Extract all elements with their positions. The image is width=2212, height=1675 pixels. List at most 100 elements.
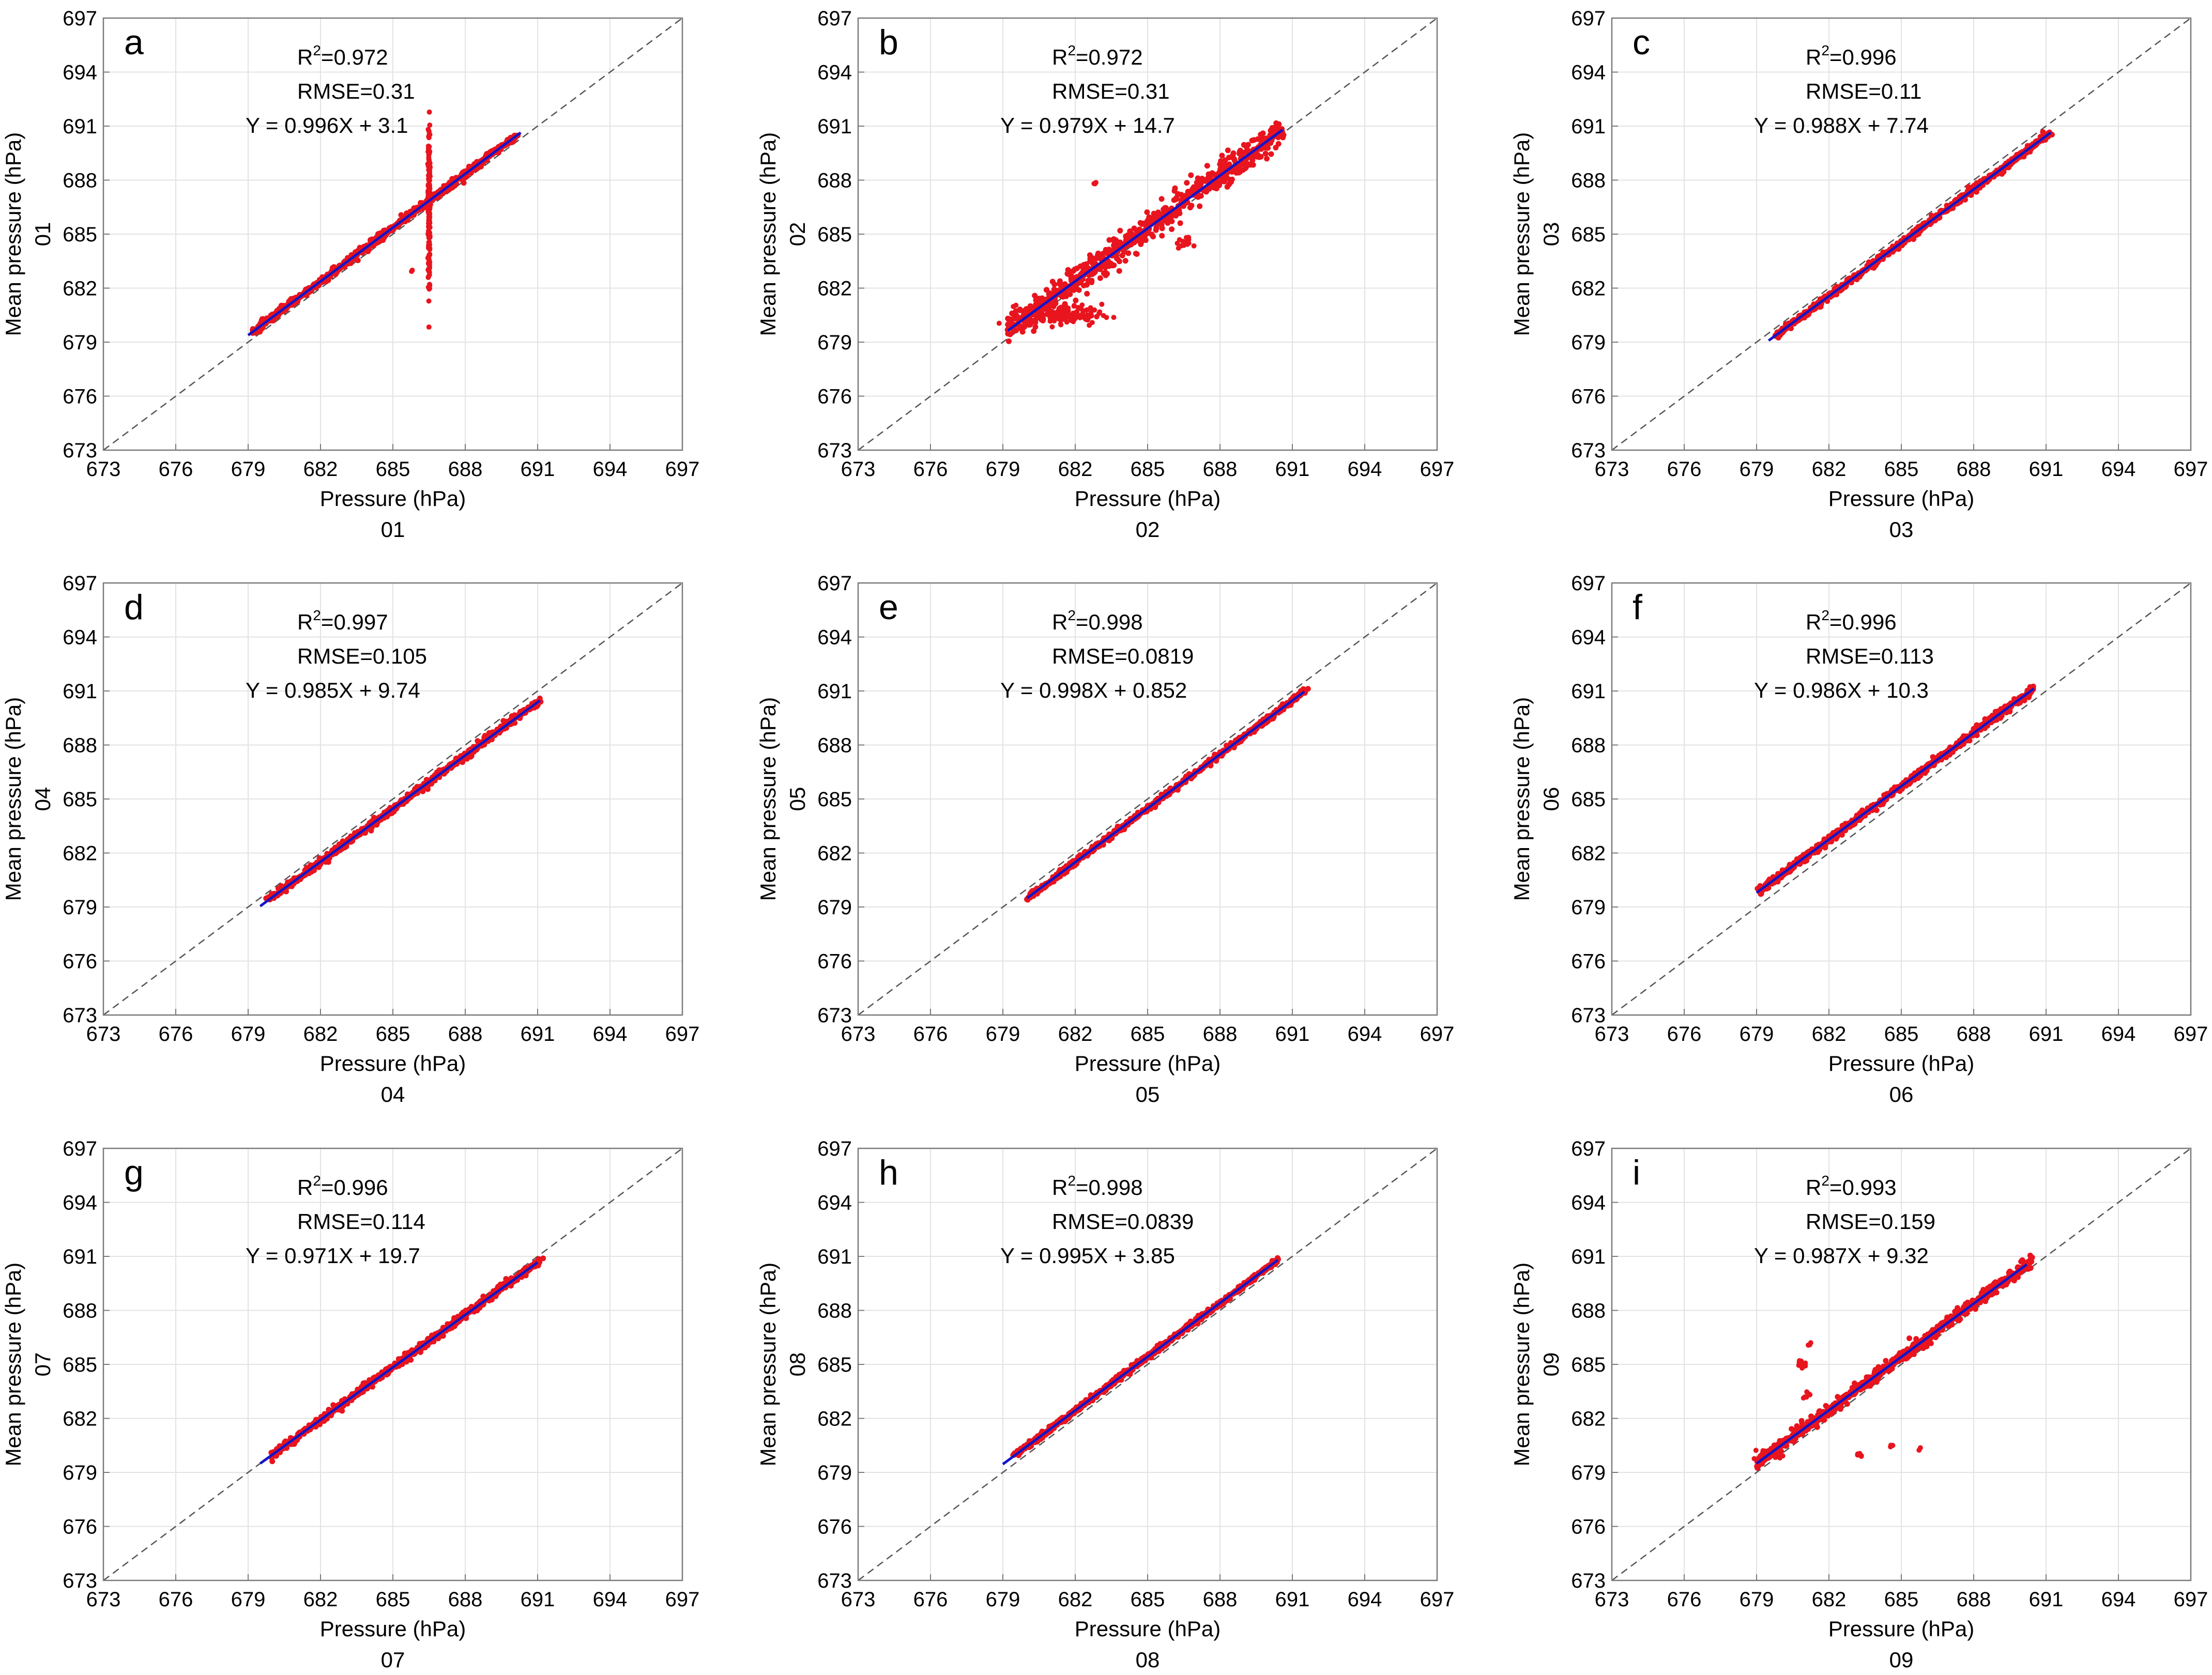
x-tick-label: 697	[2174, 1023, 2208, 1046]
y-axis-label: Mean pressure (hPa)	[756, 132, 780, 336]
scatter-point	[1049, 324, 1055, 330]
y-tick-label: 676	[817, 950, 852, 973]
identity-line	[1611, 582, 2191, 1016]
x-tick-label: 697	[1420, 1023, 1455, 1046]
scatter-point	[426, 144, 432, 149]
x-tick-label: 676	[913, 1023, 948, 1046]
equation-text: Y = 0.988X + 7.74	[1754, 113, 1929, 137]
y-tick-label: 688	[63, 170, 97, 192]
scatter-point	[1046, 312, 1052, 317]
rmse-text: RMSE=0.31	[297, 79, 415, 103]
y-axis-label: Mean pressure (hPa)	[1509, 132, 1534, 336]
x-tick-label: 682	[1058, 1023, 1093, 1046]
scatter-point	[1091, 270, 1097, 276]
panel-letter: a	[124, 23, 144, 62]
panel-letter: e	[879, 588, 898, 627]
scatter-point	[1804, 857, 1810, 864]
y-tick-label: 673	[817, 1004, 852, 1027]
scatter-point	[1116, 268, 1122, 274]
scatter-point	[1111, 262, 1117, 268]
y-tick-label: 694	[817, 626, 852, 649]
scatter-point	[1197, 203, 1203, 209]
r-squared-symbol: R	[1052, 610, 1067, 634]
scatter-point	[355, 257, 361, 264]
scatter-point	[1138, 239, 1145, 245]
scatter-point	[1237, 149, 1243, 155]
scatter-point	[1089, 279, 1095, 285]
y-tick-label: 691	[1571, 680, 1606, 703]
scatter-point	[426, 155, 432, 160]
y-tick-label: 688	[63, 734, 97, 757]
scatter-point	[1169, 226, 1175, 232]
scatter-point	[1099, 301, 1105, 307]
scatter-point	[427, 259, 433, 265]
scatter-point	[1144, 209, 1150, 216]
scatter-point	[426, 324, 432, 330]
scatter-point	[1177, 237, 1182, 242]
y-tick-label: 682	[1571, 278, 1606, 300]
x-tick-label: 691	[521, 458, 555, 481]
y-tick-label: 673	[817, 439, 852, 462]
x-tick-label: 691	[2029, 1023, 2064, 1046]
r-squared-text: R2=0.996	[1806, 42, 1897, 69]
scatter-point	[1176, 207, 1182, 213]
scatter-point	[1966, 737, 1973, 744]
x-series-label: 05	[1136, 1082, 1160, 1107]
y-tick-label: 685	[1571, 788, 1606, 811]
panel-f: 6736736766766796796826826856856886886916…	[1509, 572, 2208, 1107]
scatter-point	[1084, 307, 1090, 313]
scatter-point	[1149, 232, 1155, 238]
x-tick-label: 679	[1740, 1023, 1774, 1046]
scatter-point	[1999, 171, 2005, 177]
scatter-point	[1217, 179, 1223, 186]
scatter-point	[269, 1458, 276, 1465]
y-tick-label: 691	[63, 115, 97, 138]
scatter-point	[1134, 251, 1140, 257]
x-tick-label: 682	[1812, 458, 1847, 481]
x-series-label: 03	[1889, 517, 1914, 542]
rmse-text: RMSE=0.31	[1052, 79, 1170, 103]
scatter-point	[1013, 327, 1019, 333]
scatter-point	[1051, 304, 1057, 310]
rmse-text: RMSE=0.0819	[1052, 644, 1194, 668]
x-tick-label: 685	[1131, 458, 1165, 481]
x-tick-label: 673	[86, 1023, 121, 1046]
scatter-point	[1067, 291, 1073, 297]
scatter-point	[425, 149, 431, 155]
scatter-point	[1158, 196, 1165, 202]
scatter-point	[1072, 303, 1077, 309]
x-tick-label: 673	[86, 458, 121, 481]
panel-letter: b	[879, 23, 898, 62]
scatter-point	[426, 272, 432, 278]
x-tick-label: 694	[593, 458, 628, 481]
fit-line	[1026, 690, 1305, 899]
x-axis-label: Pressure (hPa)	[320, 1051, 466, 1075]
x-tick-label: 688	[448, 1023, 483, 1046]
scatter-point	[1079, 302, 1085, 308]
scatter-point	[1102, 263, 1108, 269]
scatter-point	[1014, 313, 1019, 319]
x-axis-label: Pressure (hPa)	[1828, 486, 1974, 511]
scatter-point	[1186, 240, 1192, 246]
r-squared-value: =0.996	[1829, 610, 1897, 634]
rmse-text: RMSE=0.11	[1806, 79, 1922, 103]
y-series-label: 06	[1539, 787, 1563, 811]
scatter-point	[1268, 151, 1274, 157]
scatter-point	[1230, 155, 1236, 161]
scatter-point	[1280, 132, 1287, 138]
y-tick-label: 679	[63, 331, 97, 354]
r-squared-value: =0.972	[321, 45, 388, 69]
scatter-point	[1225, 147, 1231, 153]
scatter-point	[1125, 250, 1132, 256]
y-tick-label: 691	[817, 680, 852, 703]
scatter-point	[460, 759, 465, 765]
y-tick-label: 679	[63, 896, 97, 919]
scatter-point	[1049, 279, 1056, 285]
y-tick-label: 694	[63, 626, 97, 649]
y-tick-label: 697	[1571, 572, 1606, 595]
y-axis-label: Mean pressure (hPa)	[1, 697, 25, 901]
y-tick-label: 688	[817, 734, 852, 757]
x-tick-label: 691	[1275, 1023, 1310, 1046]
scatter-point	[1040, 313, 1045, 318]
